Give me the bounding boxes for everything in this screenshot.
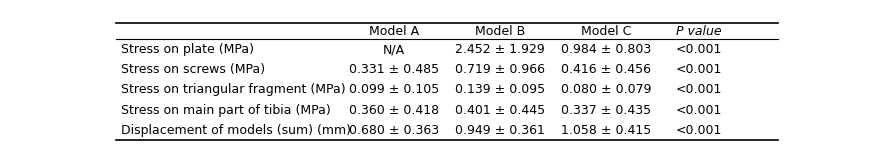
Text: 0.099 ± 0.105: 0.099 ± 0.105	[349, 83, 439, 96]
Text: N/A: N/A	[383, 43, 405, 56]
Text: <0.001: <0.001	[676, 63, 722, 76]
Text: P value: P value	[676, 25, 721, 38]
Text: Model B: Model B	[474, 25, 525, 38]
Text: <0.001: <0.001	[676, 104, 722, 117]
Text: 0.949 ± 0.361: 0.949 ± 0.361	[455, 124, 545, 137]
Text: 0.680 ± 0.363: 0.680 ± 0.363	[349, 124, 439, 137]
Text: <0.001: <0.001	[676, 83, 722, 96]
Text: Displacement of models (sum) (mm): Displacement of models (sum) (mm)	[121, 124, 351, 137]
Text: 0.360 ± 0.418: 0.360 ± 0.418	[349, 104, 439, 117]
Text: 1.058 ± 0.415: 1.058 ± 0.415	[561, 124, 651, 137]
Text: 2.452 ± 1.929: 2.452 ± 1.929	[455, 43, 545, 56]
Text: Model C: Model C	[581, 25, 631, 38]
Text: <0.001: <0.001	[676, 43, 722, 56]
Text: Model A: Model A	[369, 25, 419, 38]
Text: 0.331 ± 0.485: 0.331 ± 0.485	[349, 63, 439, 76]
Text: Stress on plate (MPa): Stress on plate (MPa)	[121, 43, 254, 56]
Text: Stress on main part of tibia (MPa): Stress on main part of tibia (MPa)	[121, 104, 330, 117]
Text: Stress on triangular fragment (MPa): Stress on triangular fragment (MPa)	[121, 83, 346, 96]
Text: 0.080 ± 0.079: 0.080 ± 0.079	[561, 83, 651, 96]
Text: 0.984 ± 0.803: 0.984 ± 0.803	[561, 43, 651, 56]
Text: 0.401 ± 0.445: 0.401 ± 0.445	[455, 104, 545, 117]
Text: 0.337 ± 0.435: 0.337 ± 0.435	[561, 104, 651, 117]
Text: 0.139 ± 0.095: 0.139 ± 0.095	[455, 83, 545, 96]
Text: <0.001: <0.001	[676, 124, 722, 137]
Text: Stress on screws (MPa): Stress on screws (MPa)	[121, 63, 265, 76]
Text: 0.416 ± 0.456: 0.416 ± 0.456	[561, 63, 651, 76]
Text: 0.719 ± 0.966: 0.719 ± 0.966	[455, 63, 545, 76]
